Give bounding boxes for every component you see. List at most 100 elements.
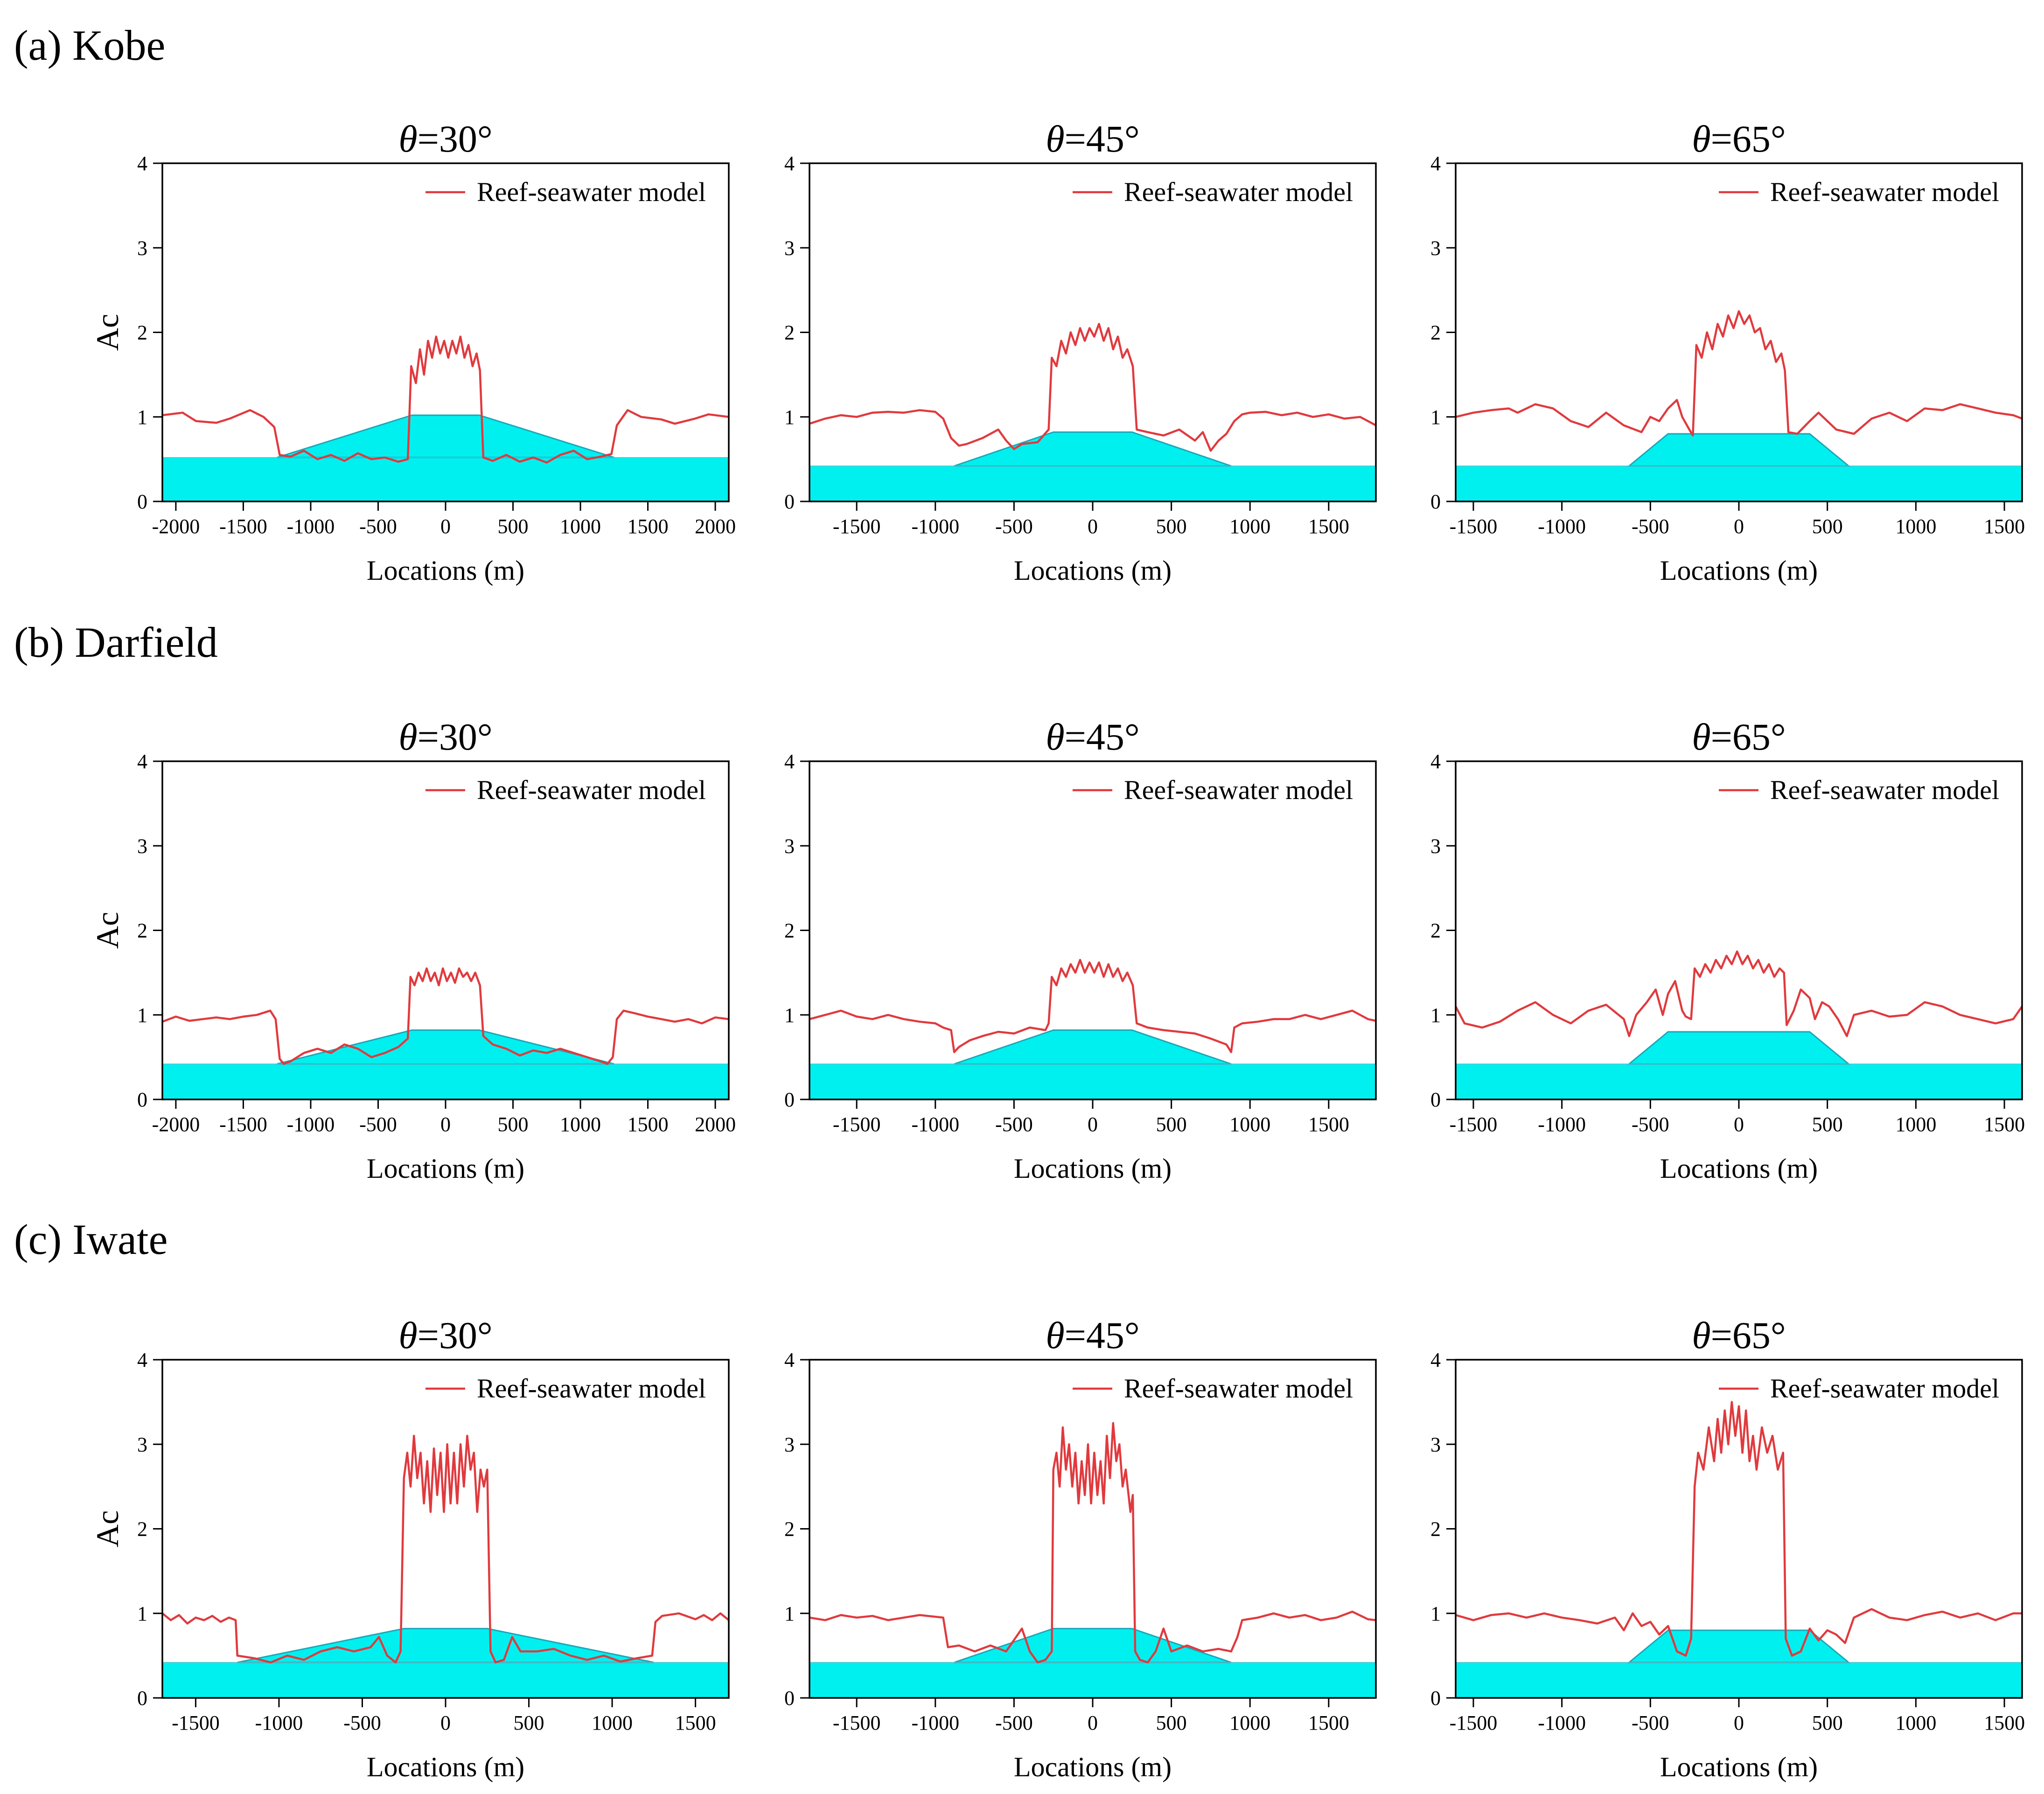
y-tick-label: 3 xyxy=(1430,236,1441,259)
reef-shape xyxy=(1627,1031,1851,1065)
seawater-area xyxy=(1456,466,2022,501)
y-tick-label: 3 xyxy=(137,236,147,259)
y-tick-label: 3 xyxy=(784,1433,795,1456)
panel-title: θ=30° xyxy=(398,1314,492,1356)
panel-title-value: =65° xyxy=(1711,716,1786,758)
y-tick-label: 4 xyxy=(137,152,147,175)
chart-panel-3: -1500 -1000 -500 0 500 1000 1500 0 1 2 3 4 θ=65° Loca… xyxy=(1430,118,2025,586)
x-tick-label: 1500 xyxy=(1984,1113,2025,1136)
y-tick-label: 1 xyxy=(784,406,795,429)
x-tick-label: -1500 xyxy=(219,515,267,538)
panel-title-symbol: θ xyxy=(1046,716,1064,758)
chart-panel-6: -1500 -1000 -500 0 500 1000 1500 0 1 2 3 4 θ=65° Loca… xyxy=(1430,716,2025,1184)
panel-title: θ=45° xyxy=(1046,118,1139,160)
legend-label: Reef-seawater model xyxy=(1770,775,1999,805)
x-tick-label: -1000 xyxy=(1538,1113,1586,1136)
x-tick-label: 1500 xyxy=(675,1711,716,1734)
x-tick-label: -1000 xyxy=(911,1711,959,1734)
x-tick-label: 1500 xyxy=(1308,1113,1349,1136)
panel-title: θ=45° xyxy=(1046,1314,1139,1356)
x-axis-label: Locations (m) xyxy=(1014,555,1172,586)
x-tick-label: 1500 xyxy=(1984,515,2025,538)
panel-title-value: =30° xyxy=(418,716,493,758)
x-tick-label: -1000 xyxy=(1538,1711,1586,1734)
y-tick-label: 3 xyxy=(1430,1433,1441,1456)
x-tick-label: -1000 xyxy=(911,1113,959,1136)
seawater-area xyxy=(162,457,729,501)
x-tick-label: -2000 xyxy=(152,515,200,538)
x-tick-label: 1000 xyxy=(1895,515,1936,538)
x-tick-label: 1500 xyxy=(1984,1711,2025,1734)
x-tick-label: 1500 xyxy=(1308,515,1349,538)
x-tick-label: 0 xyxy=(1734,515,1744,538)
y-tick-label: 2 xyxy=(137,1518,147,1541)
legend-label: Reef-seawater model xyxy=(1770,177,1999,207)
panel-title-symbol: θ xyxy=(1046,1314,1064,1356)
y-tick-label: 3 xyxy=(1430,834,1441,857)
x-tick-label: 500 xyxy=(1812,515,1843,538)
x-tick-label: -500 xyxy=(1632,1113,1669,1136)
y-tick-label: 3 xyxy=(137,834,147,857)
x-tick-label: -500 xyxy=(1632,1711,1669,1734)
x-tick-label: 0 xyxy=(1734,1711,1744,1734)
y-tick-label: 0 xyxy=(784,1687,795,1710)
x-tick-label: -500 xyxy=(995,1113,1033,1136)
y-tick-label: 2 xyxy=(784,321,795,344)
series-line-1 xyxy=(1455,1401,2022,1657)
x-tick-label: 500 xyxy=(498,1113,529,1136)
y-tick-label: 0 xyxy=(137,1088,147,1111)
y-tick-label: 4 xyxy=(1430,750,1441,773)
y-tick-label: 1 xyxy=(1430,406,1441,429)
x-tick-label: 500 xyxy=(1156,1113,1187,1136)
seawater-area xyxy=(1456,1662,2022,1698)
y-tick-label: 2 xyxy=(1430,1518,1441,1541)
y-tick-label: 4 xyxy=(1430,152,1441,175)
x-tick-label: 1500 xyxy=(1308,1711,1349,1734)
seawater-area xyxy=(809,1064,1376,1099)
series-line-1 xyxy=(809,959,1376,1053)
panel-title-symbol: θ xyxy=(1046,118,1064,160)
x-tick-label: 500 xyxy=(514,1711,544,1734)
x-axis-label: Locations (m) xyxy=(1660,555,1818,586)
y-tick-label: 0 xyxy=(137,490,147,513)
x-tick-label: 0 xyxy=(1088,515,1098,538)
x-tick-label: -500 xyxy=(359,1113,397,1136)
seawater-area xyxy=(162,1662,729,1698)
x-tick-label: 500 xyxy=(498,515,529,538)
y-tick-label: 0 xyxy=(1430,490,1441,513)
y-tick-label: 1 xyxy=(137,1004,147,1027)
legend-label: Reef-seawater model xyxy=(477,1373,706,1404)
series-line-1 xyxy=(1455,950,2023,1037)
panel-title-symbol: θ xyxy=(1692,716,1710,758)
y-tick-label: 3 xyxy=(137,1433,147,1456)
chart-panel-4: -2000 -1500 -1000 -500 0 500 1000 1500 2000 0 1 2 3 4… xyxy=(90,716,736,1184)
x-tick-label: -1000 xyxy=(255,1711,303,1734)
legend-label: Reef-seawater model xyxy=(1124,177,1353,207)
panel-title-symbol: θ xyxy=(398,118,417,160)
chart-panel-7: -1500 -1000 -500 0 500 1000 1500 0 1 2 3 4 θ=30° Loca… xyxy=(90,1314,730,1782)
panel-title-value: =65° xyxy=(1711,1314,1786,1356)
row-label-kobe: (a) Kobe xyxy=(14,21,165,69)
seawater-area xyxy=(809,1662,1376,1698)
chart-panel-5: -1500 -1000 -500 0 500 1000 1500 0 1 2 3 4 θ=45° Loca… xyxy=(784,716,1377,1184)
x-tick-label: -500 xyxy=(359,515,397,538)
x-tick-label: 1000 xyxy=(1229,515,1270,538)
x-tick-label: -1500 xyxy=(833,1711,881,1734)
x-axis-label: Locations (m) xyxy=(1014,1752,1172,1782)
reef-shape xyxy=(277,414,614,459)
x-tick-label: -1000 xyxy=(911,515,959,538)
x-tick-label: -500 xyxy=(995,515,1033,538)
y-tick-label: 4 xyxy=(137,750,147,773)
y-axis-label: Ac xyxy=(90,1510,125,1547)
panel-title-symbol: θ xyxy=(398,1314,417,1356)
y-tick-label: 4 xyxy=(784,152,795,175)
y-tick-label: 4 xyxy=(1430,1349,1441,1371)
panel-title-value: =30° xyxy=(418,118,493,160)
x-tick-label: 2000 xyxy=(695,1113,736,1136)
panel-title-value: =30° xyxy=(418,1314,493,1356)
y-tick-label: 2 xyxy=(784,1518,795,1541)
x-axis-label: Locations (m) xyxy=(367,555,524,586)
x-tick-label: 1500 xyxy=(628,1113,669,1136)
x-tick-label: 500 xyxy=(1812,1113,1843,1136)
